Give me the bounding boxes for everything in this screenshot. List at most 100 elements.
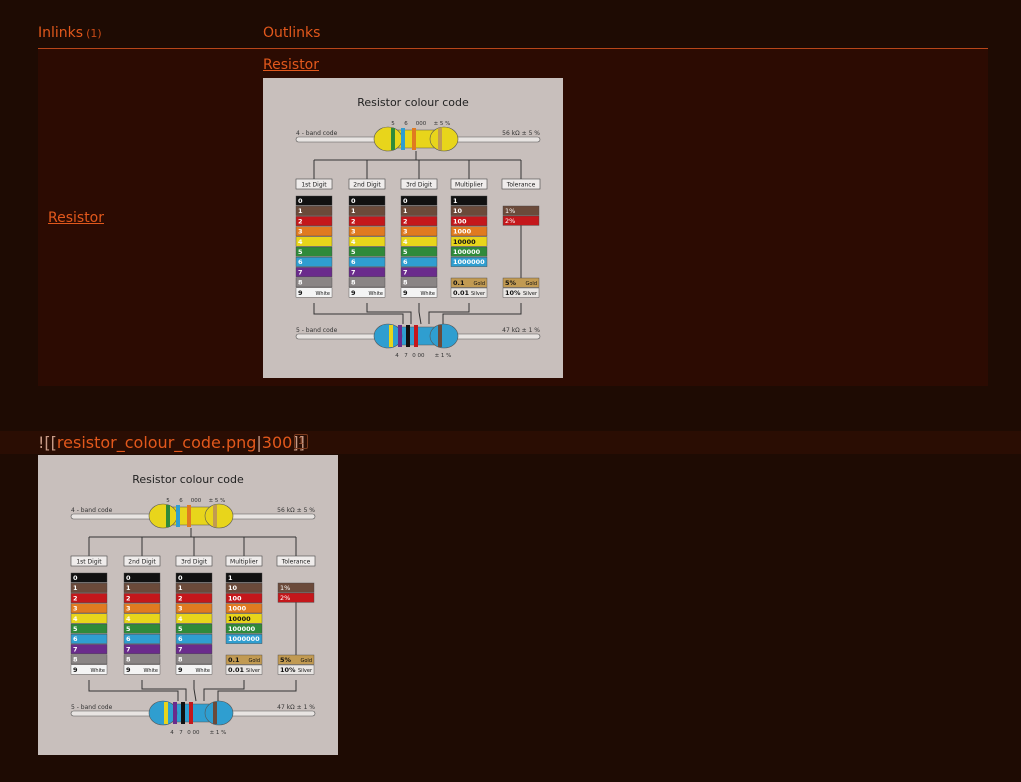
svg-text:0: 0 [298, 197, 303, 205]
svg-text:2%: 2% [505, 217, 515, 225]
embed-size: 300 [261, 433, 293, 452]
svg-text:1000: 1000 [228, 605, 247, 613]
svg-text:7: 7 [404, 353, 408, 359]
svg-text:9: 9 [178, 666, 183, 674]
svg-text:10: 10 [228, 584, 238, 592]
svg-text:Tolerance: Tolerance [506, 182, 536, 189]
svg-text:0: 0 [403, 197, 408, 205]
svg-text:7: 7 [178, 645, 183, 653]
inlinks-header: Inlinks (1) [38, 25, 102, 41]
svg-text:6: 6 [126, 635, 131, 643]
svg-text:1: 1 [73, 584, 78, 592]
svg-text:4: 4 [73, 615, 78, 623]
bottom-resistor [148, 700, 234, 726]
svg-text:1000: 1000 [453, 228, 472, 236]
svg-text:000: 000 [416, 121, 427, 127]
svg-text:8: 8 [73, 656, 78, 664]
footnote-badge[interactable]: 1 [294, 434, 308, 449]
svg-text:00: 00 [418, 353, 425, 359]
top-resistor [148, 503, 234, 529]
svg-text:5: 5 [178, 625, 183, 633]
svg-text:Gold: Gold [474, 281, 486, 287]
svg-text:1%: 1% [280, 584, 290, 592]
svg-text:White: White [420, 291, 435, 297]
svg-text:Tolerance: Tolerance [281, 559, 311, 566]
svg-text:8: 8 [298, 279, 303, 287]
svg-text:1000000: 1000000 [453, 258, 485, 266]
svg-text:2: 2 [351, 217, 356, 225]
svg-text:Gold: Gold [526, 281, 538, 287]
svg-text:0.01: 0.01 [453, 289, 470, 297]
svg-text:White: White [195, 668, 210, 674]
svg-text:00: 00 [193, 730, 200, 736]
svg-text:1st Digit: 1st Digit [76, 559, 102, 566]
outlink-resistor[interactable]: Resistor [263, 57, 319, 73]
svg-text:± 1 %: ± 1 % [210, 730, 227, 736]
svg-text:White: White [143, 668, 158, 674]
svg-text:2%: 2% [280, 594, 290, 602]
top-resistor [373, 126, 459, 152]
svg-text:9: 9 [298, 289, 303, 297]
svg-text:4: 4 [351, 238, 356, 246]
resistor-colour-code-thumbnail[interactable]: Resistor colour code 4 - band code 56 kΩ ±… [263, 78, 563, 378]
outlinks-header: Outlinks [263, 25, 321, 41]
resistor-colour-code-embed-image[interactable]: Resistor colour code 4 - band code 56 kΩ ±… [38, 455, 338, 755]
svg-text:47 kΩ ± 1 %: 47 kΩ ± 1 % [277, 704, 315, 711]
resistor-chart: Resistor colour code 4 - band code 56 kΩ ±… [38, 455, 338, 755]
svg-text:7: 7 [403, 268, 408, 276]
svg-text:5%: 5% [505, 279, 517, 287]
svg-text:0: 0 [178, 574, 183, 582]
svg-text:3: 3 [73, 605, 78, 613]
svg-text:5: 5 [166, 498, 170, 504]
svg-text:3: 3 [126, 605, 131, 613]
svg-text:6: 6 [73, 635, 78, 643]
svg-text:6: 6 [298, 258, 303, 266]
svg-text:4: 4 [170, 730, 174, 736]
svg-text:1: 1 [351, 207, 356, 215]
svg-text:100000: 100000 [453, 248, 481, 256]
svg-text:5: 5 [73, 625, 78, 633]
svg-text:Silver: Silver [471, 291, 486, 297]
svg-text:9: 9 [403, 289, 408, 297]
svg-text:0.1: 0.1 [228, 656, 240, 664]
svg-text:3: 3 [403, 228, 408, 236]
svg-text:Resistor colour code: Resistor colour code [132, 473, 244, 486]
svg-text:White: White [368, 291, 383, 297]
svg-text:10000: 10000 [453, 238, 476, 246]
svg-text:Silver: Silver [298, 668, 313, 674]
svg-text:6: 6 [179, 498, 183, 504]
svg-text:7: 7 [298, 268, 303, 276]
svg-text:± 5 %: ± 5 % [434, 121, 451, 127]
svg-text:2nd Digit: 2nd Digit [353, 182, 381, 189]
svg-text:9: 9 [126, 666, 131, 674]
svg-text:Silver: Silver [523, 291, 538, 297]
svg-text:0: 0 [126, 574, 131, 582]
svg-text:4 - band code: 4 - band code [296, 130, 338, 137]
svg-text:7: 7 [351, 268, 356, 276]
inlink-resistor[interactable]: Resistor [48, 210, 104, 226]
svg-text:5: 5 [351, 248, 356, 256]
svg-text:7: 7 [73, 645, 78, 653]
svg-text:2: 2 [403, 217, 408, 225]
svg-text:3rd Digit: 3rd Digit [406, 182, 433, 189]
svg-text:7: 7 [126, 645, 131, 653]
embed-syntax[interactable]: ![[resistor_colour_code.png|300]] [38, 433, 305, 452]
svg-text:3: 3 [178, 605, 183, 613]
svg-text:5 - band code: 5 - band code [296, 327, 338, 334]
svg-text:6: 6 [178, 635, 183, 643]
svg-text:2: 2 [298, 217, 303, 225]
svg-text:1: 1 [403, 207, 408, 215]
svg-text:0: 0 [187, 730, 191, 736]
svg-text:4 - band code: 4 - band code [71, 507, 113, 514]
svg-text:5: 5 [403, 248, 408, 256]
svg-text:White: White [315, 291, 330, 297]
svg-text:5: 5 [391, 121, 395, 127]
embed-filename[interactable]: resistor_colour_code.png [56, 433, 257, 452]
editor-embed-line[interactable]: ![[resistor_colour_code.png|300]] 1 [0, 431, 1021, 454]
svg-text:000: 000 [191, 498, 202, 504]
svg-text:8: 8 [403, 279, 408, 287]
svg-text:3: 3 [351, 228, 356, 236]
svg-text:7: 7 [179, 730, 183, 736]
svg-text:3: 3 [298, 228, 303, 236]
svg-text:5%: 5% [280, 656, 292, 664]
